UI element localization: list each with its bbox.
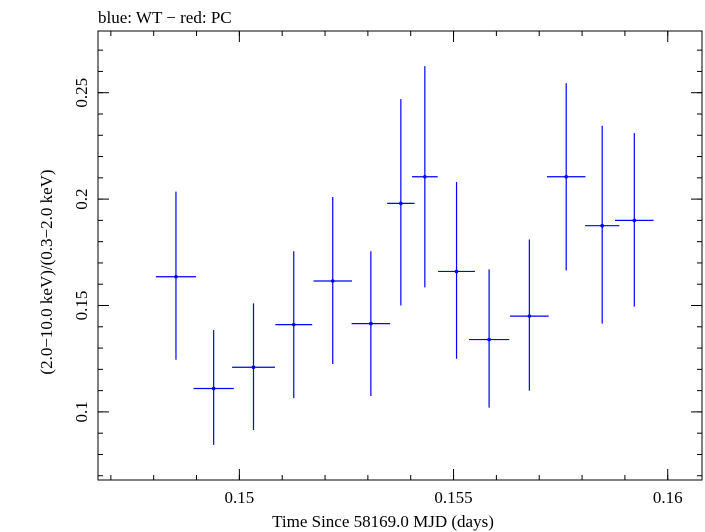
data-point <box>585 125 620 324</box>
data-point <box>438 182 475 359</box>
point-marker <box>527 314 532 318</box>
x-tick-label: 0.155 <box>434 488 472 507</box>
point-marker <box>251 365 256 370</box>
data-point <box>313 196 353 365</box>
point-marker <box>330 279 335 283</box>
data-point <box>232 303 275 430</box>
data-point <box>193 329 234 445</box>
point-marker <box>632 218 637 223</box>
data-point <box>275 251 313 399</box>
point-marker <box>454 269 459 274</box>
plot-frame <box>97 30 703 481</box>
x-tick-label: 0.15 <box>224 488 254 507</box>
chart-title: blue: WT − red: PC <box>98 8 232 27</box>
y-tick-label: 0.2 <box>72 188 91 209</box>
data-points <box>155 66 654 445</box>
data-point <box>468 269 510 408</box>
x-tick-label: 0.16 <box>653 488 683 507</box>
y-tick-label: 0.1 <box>72 401 91 422</box>
point-marker <box>487 337 491 342</box>
y-tick-label: 0.15 <box>72 291 91 321</box>
point-marker <box>564 174 569 179</box>
y-axis-label: (2.0−10.0 keV)/(0.3−2.0 keV) <box>37 169 56 374</box>
point-marker <box>399 201 403 206</box>
data-point <box>411 66 438 288</box>
point-marker <box>174 274 178 279</box>
point-marker <box>600 223 604 228</box>
x-axis-label: Time Since 58169.0 MJD (days) <box>272 512 494 531</box>
data-point <box>351 251 391 396</box>
data-point <box>387 99 415 306</box>
y-tick-label: 0.25 <box>72 78 91 108</box>
point-marker <box>291 322 296 327</box>
data-point <box>155 191 197 360</box>
point-marker <box>369 321 373 326</box>
y-tick-labels: 0.1 0.15 0.2 0.25 <box>72 78 91 423</box>
data-point <box>615 133 654 307</box>
axis-ticks <box>98 31 702 480</box>
data-point <box>546 83 586 271</box>
x-tick-labels: 0.15 0.155 0.16 <box>224 488 682 507</box>
data-point <box>510 239 549 391</box>
point-marker <box>423 174 427 179</box>
point-marker <box>211 386 216 391</box>
